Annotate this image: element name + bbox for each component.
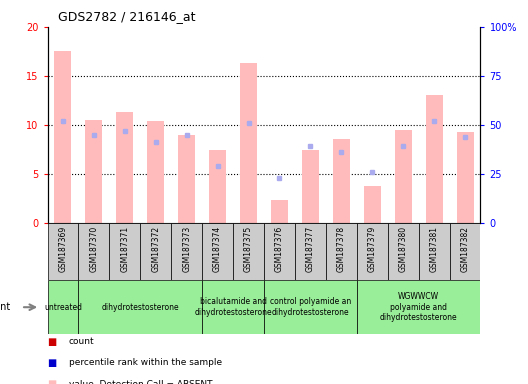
Bar [109,223,140,280]
Bar [394,130,412,223]
Text: GSM187369: GSM187369 [59,226,68,272]
Text: GSM187371: GSM187371 [120,226,129,272]
Bar [202,280,264,334]
Bar [457,132,474,223]
Bar [48,280,79,334]
Text: GSM187378: GSM187378 [337,226,346,272]
Bar [140,223,171,280]
Text: GSM187382: GSM187382 [460,226,469,271]
Bar [178,135,195,223]
Text: ■: ■ [48,379,57,384]
Text: GSM187376: GSM187376 [275,226,284,272]
Bar [202,223,233,280]
Bar [426,95,442,223]
Text: GSM187375: GSM187375 [244,226,253,272]
Bar [209,150,226,223]
Text: count: count [69,337,95,346]
Text: ■: ■ [48,337,57,347]
Bar [147,121,164,223]
Bar [302,150,319,223]
Text: control polyamide an
dihydrotestosterone: control polyamide an dihydrotestosterone [270,298,351,317]
Bar [264,280,357,334]
Bar [240,63,257,223]
Bar [48,223,79,280]
Text: GSM187377: GSM187377 [306,226,315,272]
Text: WGWWCW
polyamide and
dihydrotestosterone: WGWWCW polyamide and dihydrotestosterone [380,292,457,322]
Bar [333,139,350,223]
Bar [271,200,288,223]
Bar [54,51,71,223]
Text: ■: ■ [48,358,57,368]
Text: agent: agent [0,302,11,312]
Bar [388,223,419,280]
Bar [116,112,134,223]
Text: GSM187372: GSM187372 [151,226,161,272]
Text: GSM187379: GSM187379 [367,226,377,272]
Text: GSM187380: GSM187380 [399,226,408,272]
Text: untreated: untreated [44,303,82,312]
Bar [233,223,264,280]
Text: value, Detection Call = ABSENT: value, Detection Call = ABSENT [69,379,212,384]
Text: dihydrotestosterone: dihydrotestosterone [101,303,179,312]
Bar [357,280,480,334]
Text: GSM187374: GSM187374 [213,226,222,272]
Bar [449,223,480,280]
Text: percentile rank within the sample: percentile rank within the sample [69,358,222,367]
Bar [364,187,381,223]
Bar [326,223,357,280]
Text: GSM187373: GSM187373 [182,226,191,272]
Bar [295,223,326,280]
Text: GSM187370: GSM187370 [89,226,98,272]
Bar [419,223,449,280]
Bar [86,120,102,223]
Bar [171,223,202,280]
Bar [79,280,202,334]
Text: bicalutamide and
dihydrotestosterone: bicalutamide and dihydrotestosterone [194,298,272,317]
Text: GDS2782 / 216146_at: GDS2782 / 216146_at [58,10,195,23]
Text: GSM187381: GSM187381 [430,226,439,271]
Bar [264,223,295,280]
Bar [357,223,388,280]
Bar [79,223,109,280]
